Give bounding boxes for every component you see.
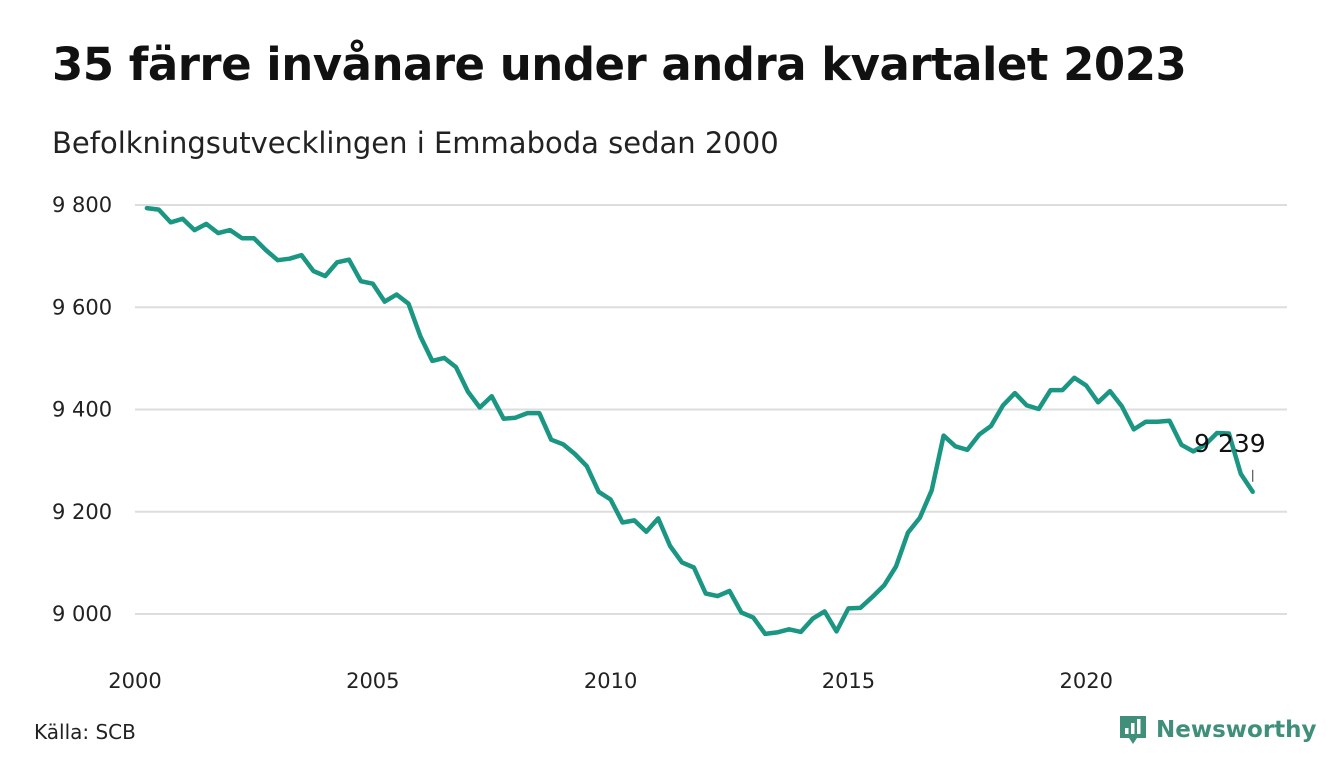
brand-logo[interactable]: Newsworthy bbox=[1118, 714, 1317, 746]
source-note: Källa: SCB bbox=[34, 720, 136, 744]
x-tick-label: 2015 bbox=[822, 669, 875, 693]
x-tick-label: 2010 bbox=[584, 669, 637, 693]
y-axis: 9 000 9 200 9 400 9 600 9 800 bbox=[52, 193, 112, 626]
y-tick-label: 9 800 bbox=[52, 193, 112, 217]
x-tick-label: 2005 bbox=[346, 669, 399, 693]
x-tick-label: 2000 bbox=[108, 669, 161, 693]
y-tick-label: 9 200 bbox=[52, 500, 112, 524]
series bbox=[144, 205, 1255, 637]
x-axis: 2000 2005 2010 2015 2020 bbox=[108, 669, 1113, 693]
y-tick-label: 9 400 bbox=[52, 398, 112, 422]
x-tick-label: 2020 bbox=[1060, 669, 1113, 693]
grid-lines bbox=[135, 204, 1287, 615]
annotations: 9 239 bbox=[1194, 429, 1266, 482]
end-value-label: 9 239 bbox=[1194, 429, 1266, 458]
series-line-0 bbox=[144, 205, 1255, 637]
brand-name: Newsworthy bbox=[1156, 717, 1317, 743]
y-tick-label: 9 600 bbox=[52, 295, 112, 319]
newsworthy-bar-chart-icon bbox=[1120, 716, 1146, 744]
chart-subtitle: Befolkningsutvecklingen i Emmaboda sedan… bbox=[52, 126, 779, 160]
y-tick-label: 9 000 bbox=[52, 602, 112, 626]
chart-title: 35 färre invånare under andra kvartalet … bbox=[52, 38, 1187, 91]
